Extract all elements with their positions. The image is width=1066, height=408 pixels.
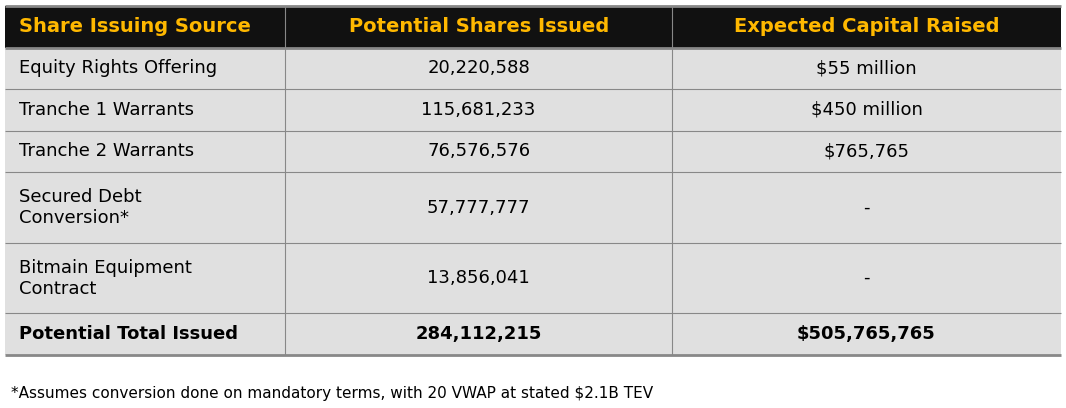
- Text: 20,220,588: 20,220,588: [427, 60, 530, 78]
- Text: 284,112,215: 284,112,215: [416, 325, 542, 343]
- Text: Tranche 1 Warrants: Tranche 1 Warrants: [19, 101, 194, 119]
- Text: Bitmain Equipment
Contract: Bitmain Equipment Contract: [19, 259, 192, 297]
- Text: Potential Total Issued: Potential Total Issued: [19, 325, 238, 343]
- Text: $450 million: $450 million: [810, 101, 922, 119]
- Text: $55 million: $55 million: [817, 60, 917, 78]
- Text: 13,856,041: 13,856,041: [427, 269, 530, 287]
- Text: 115,681,233: 115,681,233: [421, 101, 536, 119]
- Text: Potential Shares Issued: Potential Shares Issued: [349, 18, 609, 36]
- Text: Share Issuing Source: Share Issuing Source: [19, 18, 252, 36]
- Text: $765,765: $765,765: [824, 142, 909, 160]
- Text: Expected Capital Raised: Expected Capital Raised: [733, 18, 999, 36]
- Text: 76,576,576: 76,576,576: [427, 142, 530, 160]
- Text: Secured Debt
Conversion*: Secured Debt Conversion*: [19, 188, 142, 227]
- Text: -: -: [863, 199, 870, 217]
- Text: Tranche 2 Warrants: Tranche 2 Warrants: [19, 142, 194, 160]
- Text: Equity Rights Offering: Equity Rights Offering: [19, 60, 217, 78]
- Text: *Assumes conversion done on mandatory terms, with 20 VWAP at stated $2.1B TEV: *Assumes conversion done on mandatory te…: [11, 386, 652, 401]
- Text: $505,765,765: $505,765,765: [797, 325, 936, 343]
- Text: -: -: [863, 269, 870, 287]
- Text: 57,777,777: 57,777,777: [426, 199, 531, 217]
